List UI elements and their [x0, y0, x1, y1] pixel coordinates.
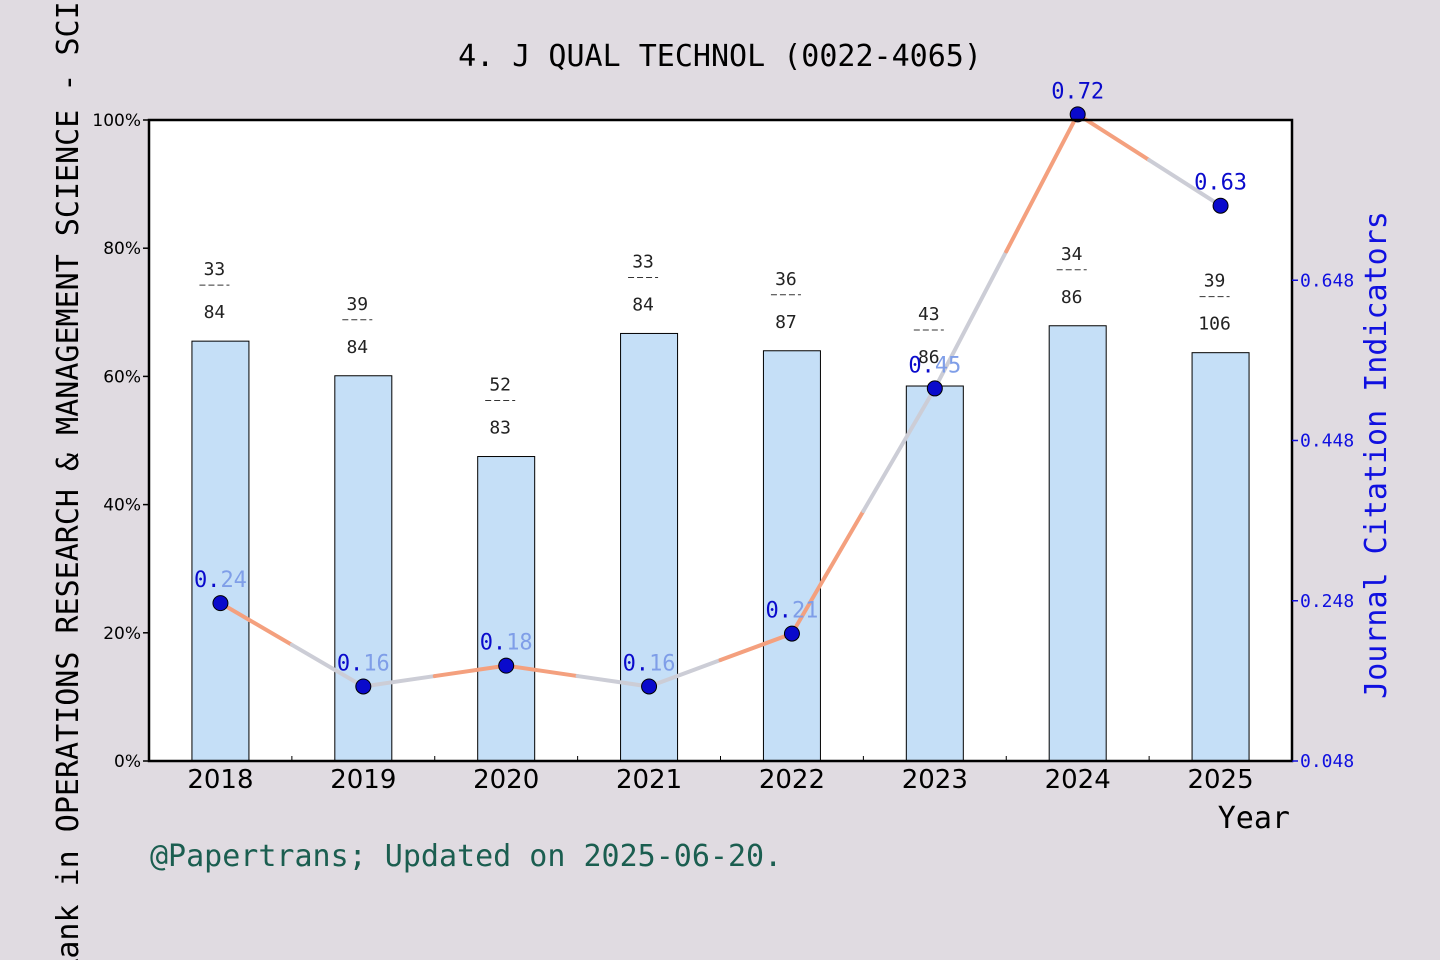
y-right-tick-label: 0.648	[1300, 270, 1354, 291]
series-line-segment	[575, 674, 652, 689]
x-tick-label: 2022	[759, 765, 825, 795]
bar-rank-label: 36	[775, 269, 797, 290]
bar-total-label: 84	[632, 294, 654, 315]
y-axis-left-label: Rank in OPERATIONS RESEARCH & MANAGEMENT…	[51, 0, 86, 960]
bar-2023	[905, 385, 964, 762]
series-line-segment	[932, 249, 1009, 391]
line-point-2025	[1212, 197, 1229, 214]
bar-2018	[191, 340, 250, 762]
series-line-segment	[861, 386, 937, 514]
bar-total-label: 86	[918, 347, 940, 368]
line-value-label: 0.45	[908, 353, 961, 378]
x-tick-label: 2020	[473, 765, 539, 795]
bar-rank-label: 33	[204, 259, 226, 280]
bar-rank-label: 52	[489, 375, 511, 396]
line-value-label: 0.16	[337, 651, 390, 676]
bar-2019	[334, 375, 393, 762]
line-value-label: 0.72	[1051, 79, 1104, 104]
line-value-label: 0.16	[623, 651, 676, 676]
y-left-tick-label: 20%	[103, 624, 141, 644]
series-line-segment	[432, 663, 509, 679]
chart-title: 4. J QUAL TECHNOL (0022-4065)	[458, 39, 982, 74]
series-line-segment	[218, 601, 294, 647]
bar-total-label: 83	[489, 418, 511, 439]
y-left-tick-label: 60%	[103, 367, 141, 387]
axes-layer: 0% 20% 40% 60% 80% 100% 0.048 0.248 0.448 0.648 20…	[92, 111, 1354, 795]
series-line-segment	[647, 658, 723, 689]
bar-total-label: 86	[1061, 287, 1083, 308]
series-line-segment	[289, 642, 366, 689]
bar-rank-label: 39	[1204, 271, 1226, 292]
bar-rank-label: 43	[918, 304, 940, 325]
line-point-2023	[926, 380, 943, 397]
plot-area	[149, 120, 1292, 761]
y-right-tick-label: 0.048	[1300, 751, 1354, 772]
y-right-tick-label: 0.448	[1300, 431, 1354, 452]
bars-layer: 33 84 39 84 52 83 33 84 36 87 43 86 34 86 39 106	[191, 244, 1250, 762]
series-line-segment	[504, 663, 580, 679]
x-tick-label: 2019	[330, 765, 396, 795]
x-tick-label: 2018	[187, 765, 253, 795]
series-line-segment	[789, 509, 866, 636]
bar-total-label: 106	[1198, 314, 1231, 335]
bar-2022	[762, 350, 821, 762]
y-left-tick-label: 100%	[92, 111, 141, 131]
line-point-2024	[1069, 106, 1086, 123]
line-point-2021	[641, 678, 658, 695]
y-right-tick-label: 0.248	[1300, 591, 1354, 612]
x-tick-label: 2021	[616, 765, 682, 795]
x-tick-label: 2024	[1045, 765, 1111, 795]
series-line-segment	[1147, 158, 1223, 208]
y-left-tick-label: 80%	[103, 239, 141, 259]
series-line-segment	[361, 674, 437, 689]
line-layer: 0.24 0.16 0.18 0.16 0.21 0.45 0.72 0.63	[194, 79, 1247, 695]
line-value-label: 0.24	[194, 568, 247, 593]
line-point-2022	[783, 625, 800, 642]
bar-rank-label: 33	[632, 251, 654, 272]
series-line-segment	[718, 631, 794, 663]
line-value-label: 0.18	[480, 631, 533, 656]
footer-note: @Papertrans; Updated on 2025-06-20.	[150, 839, 782, 874]
series-line-segment	[1075, 112, 1152, 163]
bar-total-label: 84	[346, 337, 368, 358]
y-left-tick-label: 0%	[114, 752, 141, 772]
x-tick-label: 2023	[902, 765, 968, 795]
line-point-2020	[498, 657, 515, 674]
line-point-2018	[212, 595, 229, 612]
bar-rank-label: 34	[1061, 244, 1083, 265]
line-point-2019	[355, 678, 372, 695]
y-left-tick-label: 40%	[103, 496, 141, 516]
bar-2021	[620, 332, 679, 762]
x-axis-label: Year	[1218, 801, 1290, 836]
bar-2024	[1048, 325, 1107, 762]
bar-2020	[477, 456, 536, 762]
line-value-label: 0.63	[1194, 171, 1247, 196]
y-axis-right-label: Journal Citation Indicators	[1359, 211, 1394, 699]
bar-2025	[1191, 352, 1250, 762]
x-tick-label: 2025	[1187, 765, 1253, 795]
series-line-segment	[1004, 112, 1080, 254]
bar-total-label: 84	[204, 302, 226, 323]
bar-total-label: 87	[775, 312, 797, 333]
line-value-label: 0.21	[765, 599, 818, 624]
bar-rank-label: 39	[346, 294, 368, 315]
